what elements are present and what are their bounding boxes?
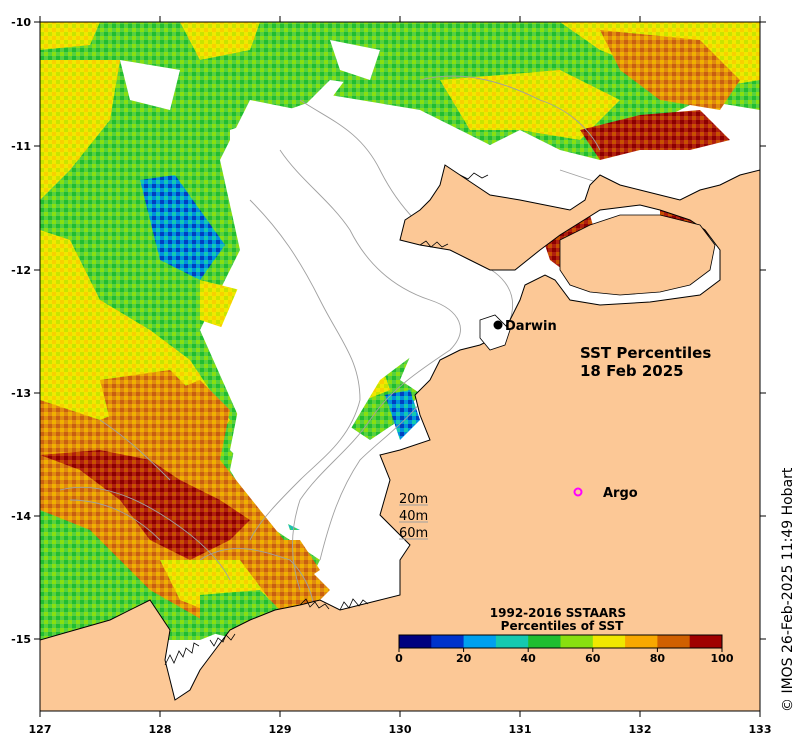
land-fill — [40, 164, 760, 711]
darwin-marker — [493, 320, 503, 330]
x-tick-133: 133 — [749, 723, 772, 736]
axis-ticks — [34, 16, 766, 717]
argo-label: Argo — [603, 486, 638, 501]
depth-40m: 40m — [399, 509, 428, 524]
map-area — [40, 22, 760, 711]
colorbar: 1992-2016 SSTAARS Percentiles of SST 0 2… — [395, 606, 734, 665]
coastline-detail — [164, 172, 489, 666]
map-title: SST Percentiles — [580, 344, 711, 362]
depth-20m: 20m — [399, 492, 428, 507]
imos-credit: © IMOS 26-Feb-2025 11:49 Hobart — [780, 467, 796, 712]
colorbar-tick-60: 60 — [585, 652, 601, 665]
colorbar-title-line2: Percentiles of SST — [501, 619, 624, 633]
colorbar-swatches — [399, 635, 723, 648]
depth-legend: 20m 40m 60m — [399, 492, 428, 541]
y-tick-minus13: -13 — [11, 387, 31, 400]
y-tick-minus14: -14 — [11, 510, 31, 523]
colorbar-swatch-5 — [560, 635, 594, 648]
x-tick-131: 131 — [509, 723, 532, 736]
colorbar-tick-20: 20 — [456, 652, 472, 665]
colorbar-swatch-9 — [689, 635, 723, 648]
colorbar-title-line1: 1992-2016 SSTAARS — [490, 606, 626, 620]
y-tick-minus11: -11 — [11, 140, 31, 153]
colorbar-tick-80: 80 — [650, 652, 666, 665]
colorbar-frame — [398, 634, 723, 649]
colorbar-swatch-7 — [625, 635, 658, 648]
colorbar-tick-0: 0 — [395, 652, 403, 665]
depth-60m: 60m — [399, 526, 428, 541]
x-axis-labels: 127 128 129 130 131 132 133 — [29, 723, 772, 736]
colorbar-swatch-2 — [463, 635, 497, 648]
colorbar-tick-40: 40 — [521, 652, 537, 665]
colorbar-swatch-3 — [495, 635, 529, 648]
x-tick-130: 130 — [389, 723, 412, 736]
y-tick-minus10: -10 — [11, 16, 31, 29]
y-axis-labels: -10 -11 -12 -13 -14 -15 — [11, 16, 31, 646]
x-tick-127: 127 — [29, 723, 52, 736]
colorbar-tick-100: 100 — [711, 652, 734, 665]
darwin-harbour — [479, 314, 511, 351]
map-date: 18 Feb 2025 — [580, 362, 684, 380]
y-tick-minus15: -15 — [11, 633, 31, 646]
colorbar-swatch-6 — [592, 635, 626, 648]
colorbar-swatch-0 — [399, 635, 432, 648]
colorbar-swatch-4 — [528, 635, 561, 648]
cape-land — [559, 214, 716, 296]
x-tick-129: 129 — [269, 723, 292, 736]
x-tick-132: 132 — [629, 723, 652, 736]
y-tick-minus12: -12 — [11, 264, 31, 277]
colorbar-swatch-8 — [657, 635, 691, 648]
colorbar-swatch-1 — [431, 635, 465, 648]
land-mass — [40, 164, 760, 711]
darwin-label: Darwin — [505, 319, 557, 334]
argo-marker — [573, 487, 583, 497]
x-tick-128: 128 — [149, 723, 172, 736]
